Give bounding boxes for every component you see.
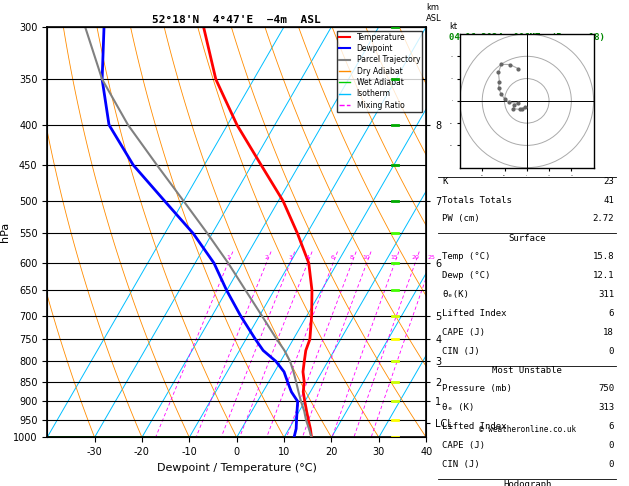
Text: 10: 10 <box>363 255 370 260</box>
Point <box>504 99 514 106</box>
Text: 6: 6 <box>609 422 614 431</box>
Text: Lifted Index: Lifted Index <box>442 309 506 318</box>
Point <box>496 60 506 68</box>
Point <box>513 65 523 72</box>
Text: Dewp (°C): Dewp (°C) <box>442 271 491 280</box>
Text: 04.06.2024  00GMT  (Base: 18): 04.06.2024 00GMT (Base: 18) <box>449 33 605 42</box>
Point <box>493 69 503 76</box>
Text: 3: 3 <box>288 255 292 260</box>
Text: 750: 750 <box>598 384 614 394</box>
Text: Pressure (mb): Pressure (mb) <box>442 384 512 394</box>
Text: Lifted Index: Lifted Index <box>442 422 506 431</box>
Text: 4: 4 <box>306 255 309 260</box>
Point <box>517 104 527 112</box>
Text: 18: 18 <box>603 328 614 337</box>
Text: θₑ(K): θₑ(K) <box>442 290 469 299</box>
Point <box>494 84 504 91</box>
Text: kt: kt <box>449 22 457 31</box>
Text: 15: 15 <box>391 255 399 260</box>
Title: 52°18'N  4°47'E  −4m  ASL: 52°18'N 4°47'E −4m ASL <box>152 15 321 25</box>
Text: PW (cm): PW (cm) <box>442 214 480 224</box>
Text: 25: 25 <box>428 255 435 260</box>
Point <box>505 61 515 69</box>
Text: 2: 2 <box>264 255 269 260</box>
Y-axis label: hPa: hPa <box>0 222 10 242</box>
Text: 1: 1 <box>226 255 230 260</box>
Text: km
ASL: km ASL <box>426 3 442 23</box>
Text: 23: 23 <box>603 177 614 187</box>
Point <box>509 102 520 109</box>
Text: CAPE (J): CAPE (J) <box>442 328 485 337</box>
Point <box>508 105 518 113</box>
Text: 15.8: 15.8 <box>593 252 614 261</box>
Text: CIN (J): CIN (J) <box>442 347 480 356</box>
Text: Most Unstable: Most Unstable <box>492 366 562 375</box>
Text: 12.1: 12.1 <box>593 271 614 280</box>
Point <box>515 105 525 113</box>
Text: 6: 6 <box>331 255 335 260</box>
Text: 20: 20 <box>411 255 419 260</box>
Point <box>494 78 504 86</box>
Text: 311: 311 <box>598 290 614 299</box>
Legend: Temperature, Dewpoint, Parcel Trajectory, Dry Adiabat, Wet Adiabat, Isotherm, Mi: Temperature, Dewpoint, Parcel Trajectory… <box>337 31 423 112</box>
Text: 41: 41 <box>603 195 614 205</box>
Text: 0: 0 <box>609 441 614 450</box>
Point <box>496 90 506 98</box>
Point <box>513 99 523 107</box>
Text: 0: 0 <box>609 460 614 469</box>
Text: 0: 0 <box>609 347 614 356</box>
Text: © weatheronline.co.uk: © weatheronline.co.uk <box>479 425 576 434</box>
Text: CIN (J): CIN (J) <box>442 460 480 469</box>
Text: Temp (°C): Temp (°C) <box>442 252 491 261</box>
Text: 313: 313 <box>598 403 614 412</box>
Text: Surface: Surface <box>508 234 546 243</box>
X-axis label: Dewpoint / Temperature (°C): Dewpoint / Temperature (°C) <box>157 463 316 473</box>
Text: Hodograph: Hodograph <box>503 480 551 486</box>
Text: 8: 8 <box>350 255 353 260</box>
Text: 2.72: 2.72 <box>593 214 614 224</box>
Text: 6: 6 <box>609 309 614 318</box>
Text: Totals Totals: Totals Totals <box>442 195 512 205</box>
Point <box>520 103 530 111</box>
Text: θₑ (K): θₑ (K) <box>442 403 474 412</box>
Point <box>499 95 509 103</box>
Text: CAPE (J): CAPE (J) <box>442 441 485 450</box>
Text: K: K <box>442 177 447 187</box>
